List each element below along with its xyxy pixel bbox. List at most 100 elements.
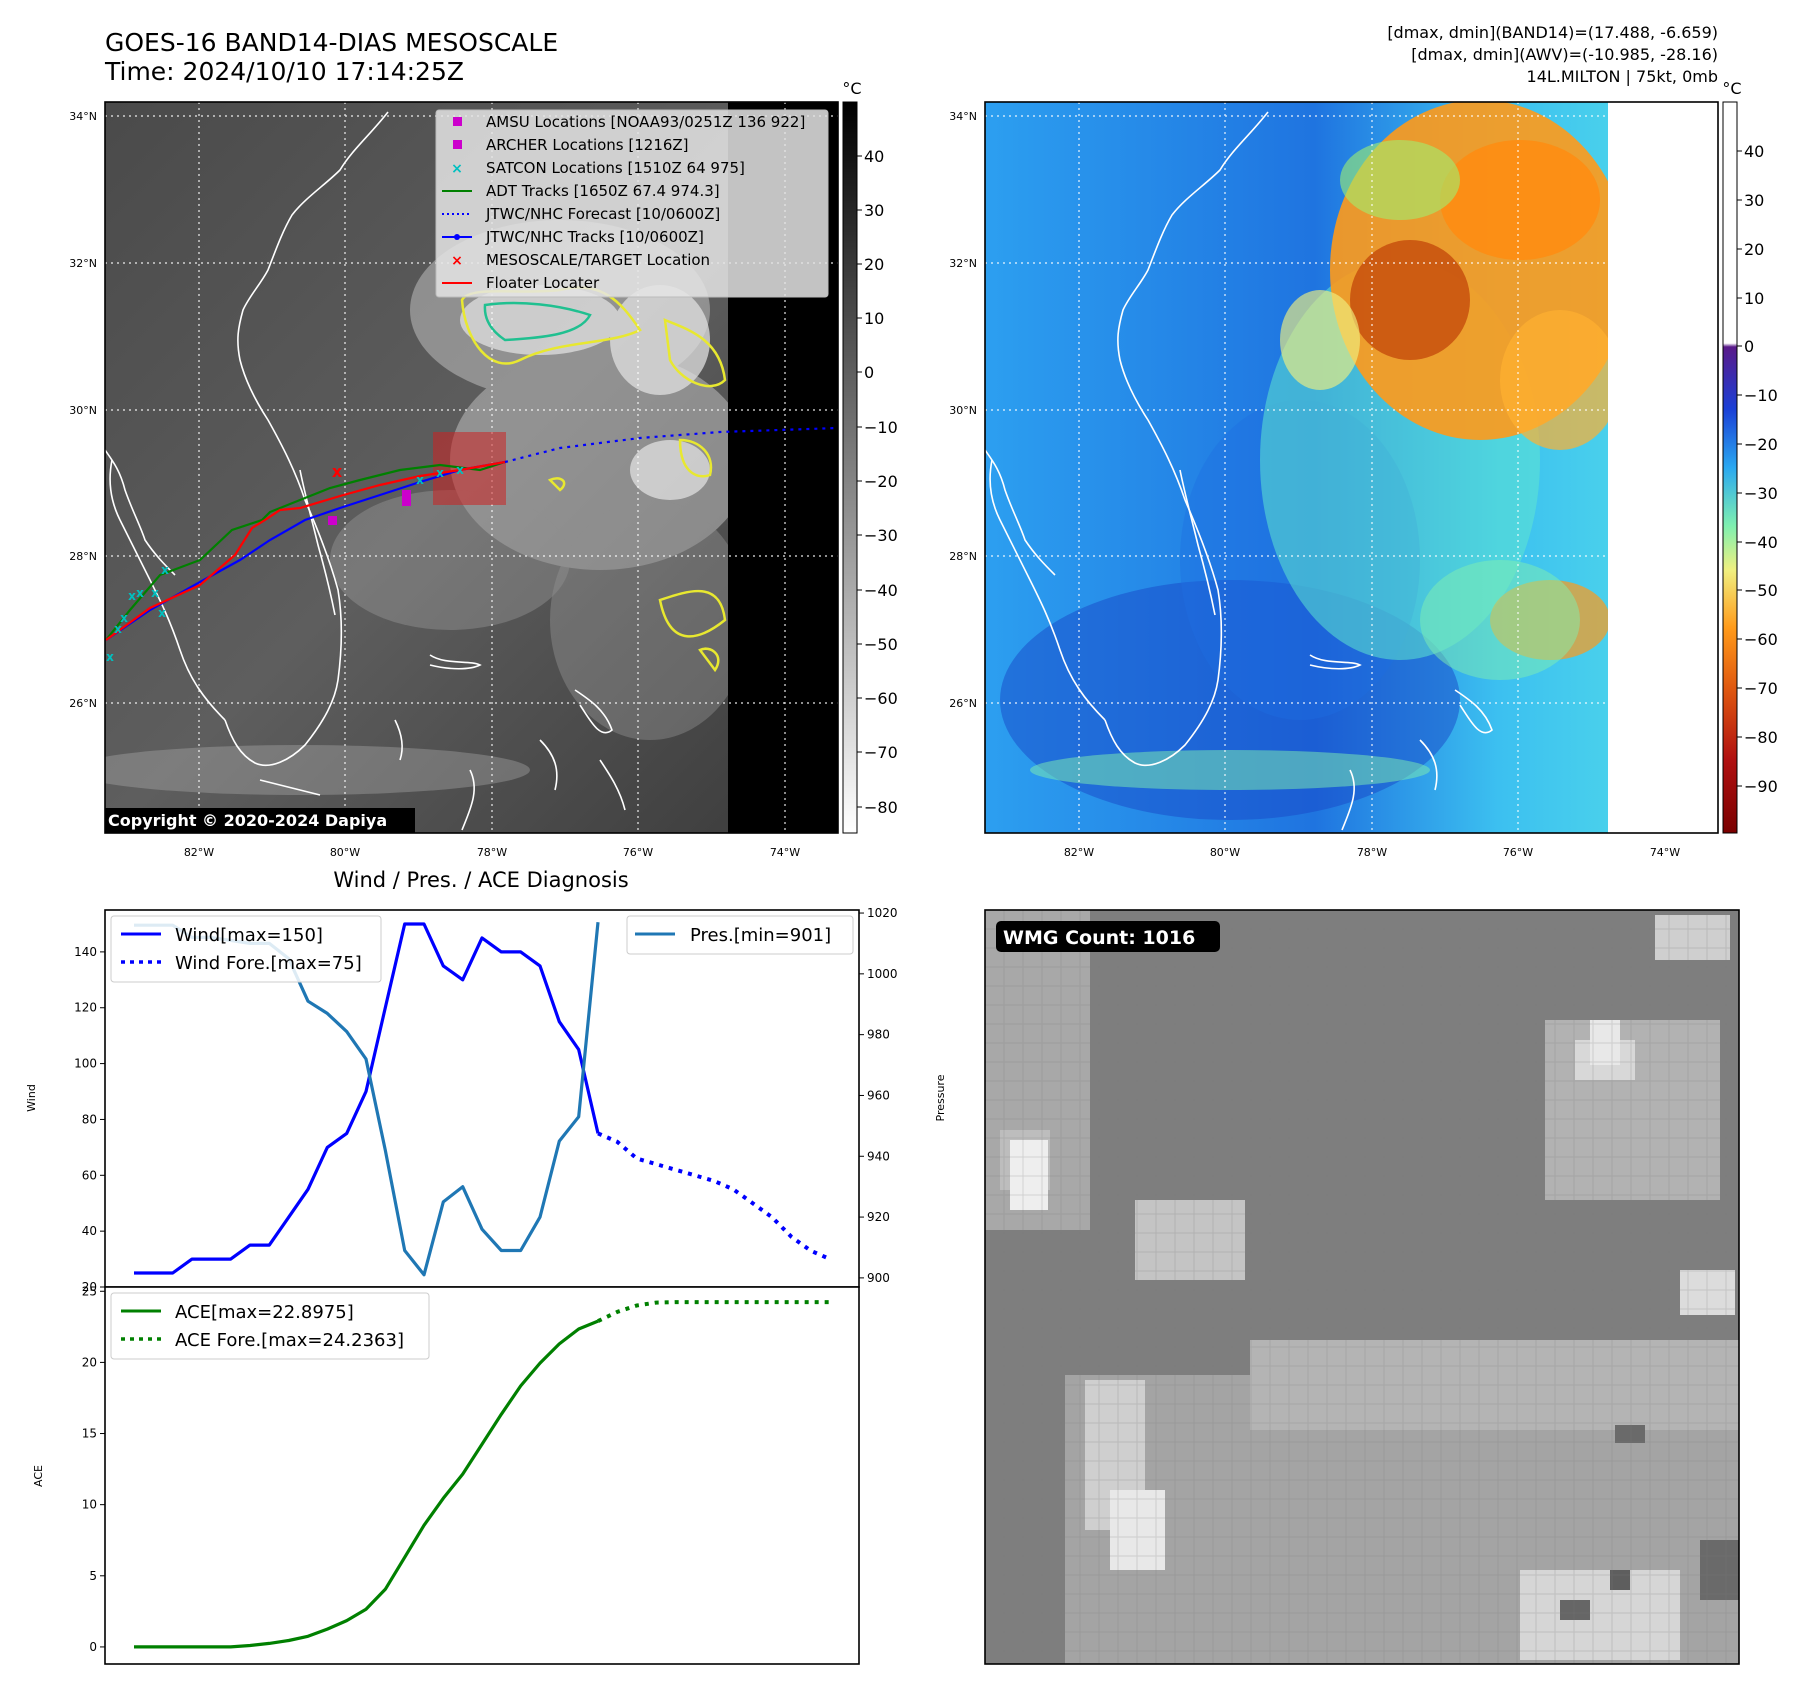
colorbar-tick-label: −30	[864, 526, 898, 545]
lat-label: 30°N	[69, 404, 97, 417]
legend-item: JTWC/NHC Tracks [10/0600Z]	[442, 228, 704, 246]
y2-tick-label: 940	[867, 1149, 890, 1163]
adt-track	[105, 460, 506, 641]
ace-legend-label: ACE[max=22.8975]	[175, 1302, 354, 1323]
lat-label: 28°N	[69, 550, 97, 563]
y2-tick-label: 900	[867, 1271, 890, 1285]
colorbar-tick-label: −50	[1744, 581, 1778, 600]
legend-label: SATCON Locations [1510Z 64 975]	[486, 159, 745, 177]
wv-colorbar-unit: °C	[1722, 79, 1741, 98]
colorbar-tick-label: −60	[864, 689, 898, 708]
figure-title: GOES-16 BAND14-DIAS MESOSCALE	[105, 28, 558, 57]
amsu-archer-markers	[328, 490, 411, 525]
legend-x-marker: ×	[451, 161, 463, 177]
svg-text:x: x	[128, 589, 136, 603]
legend-label: ADT Tracks [1650Z 67.4 974.3]	[486, 182, 720, 200]
series-line-1	[134, 922, 600, 1275]
wind-pressure-chart: 20 40 60 80 100 120 140 900 920 940 960 980 1000 1020…	[25, 906, 947, 1294]
lat-label: 34°N	[949, 110, 977, 123]
legend-item: AMSU Locations [NOAA93/0251Z 136 922]	[453, 113, 805, 131]
legend-item: ADT Tracks [1650Z 67.4 974.3]	[442, 182, 720, 200]
legend-square-marker	[453, 140, 462, 149]
colorbar-tick-label: 0	[1744, 337, 1754, 356]
mesoscale-target-marker: x	[332, 462, 343, 481]
svg-text:x: x	[158, 606, 166, 620]
lon-label: 76°W	[1503, 846, 1533, 859]
copyright-box	[105, 808, 415, 833]
lat-label: 28°N	[949, 550, 977, 563]
ir-map-frame	[104, 101, 839, 834]
y-tick-label: 100	[74, 1057, 97, 1071]
colorbar-tick-label: −20	[864, 472, 898, 491]
ir-colorbar-unit: °C	[842, 79, 861, 98]
colorbar-tick-label: −60	[1744, 630, 1778, 649]
svg-text:x: x	[136, 586, 144, 600]
figure-time: Time: 2024/10/10 17:14:25Z	[104, 57, 464, 86]
storm-tracks	[105, 426, 838, 641]
wind-forecast-legend-label: Wind Fore.[max=75]	[175, 953, 362, 974]
colorbar-tick-label: 0	[864, 363, 874, 382]
y-tick-label: 25	[82, 1284, 97, 1298]
colorbar-tick-label: 40	[1744, 142, 1764, 161]
y-tick-label: 0	[89, 1640, 97, 1654]
colorbar-tick-label: −50	[864, 635, 898, 654]
colorbar-tick-label: −80	[1744, 728, 1778, 747]
legend-label: MESOSCALE/TARGET Location	[486, 251, 710, 269]
y-tick-label: 10	[82, 1498, 97, 1512]
jtwc-forecast	[504, 426, 838, 464]
wv-gridlines	[985, 102, 1718, 833]
pressure-legend-label: Pres.[min=901]	[690, 925, 831, 946]
y-tick-label: 120	[74, 1001, 97, 1015]
lat-label: 34°N	[69, 110, 97, 123]
y-tick-label: 20	[82, 1280, 97, 1294]
ir-coastlines	[105, 111, 626, 831]
colorbar-tick-label: −10	[1744, 386, 1778, 405]
y2-tick-label: 1000	[867, 967, 898, 981]
series-line-2	[597, 1300, 830, 1323]
colorbar-tick-label: 20	[864, 255, 884, 274]
stats-awv: [dmax, dmin](AWV)=(-10.985, -28.16)	[1411, 45, 1718, 64]
legend-item: Floater Locater	[442, 274, 600, 292]
y-tick-label: 60	[82, 1168, 97, 1182]
lon-label: 76°W	[623, 846, 653, 859]
y2-tick-label: 920	[867, 1210, 890, 1224]
ir-colorbar: °C 40 30 20 10 0 −10 −20 −30 −40 −50 −60 −70 −80	[842, 79, 898, 834]
wv-map-frame	[984, 101, 1719, 834]
y-tick-label: 15	[82, 1427, 97, 1441]
lat-label: 26°N	[949, 697, 977, 710]
wind-legend-label: Wind[max=150]	[175, 925, 323, 946]
ace-forecast-legend-label: ACE Fore.[max=24.2363]	[175, 1330, 404, 1351]
colorbar-tick-label: 20	[1744, 240, 1764, 259]
lat-label: 32°N	[949, 257, 977, 270]
legend-item: JTWC/NHC Forecast [10/0600Z]	[442, 205, 720, 223]
svg-text:x: x	[456, 463, 464, 477]
svg-text:x: x	[416, 473, 424, 487]
legend-square-marker	[453, 117, 462, 126]
legend-label: JTWC/NHC Tracks [10/0600Z]	[485, 228, 704, 246]
lon-label: 78°W	[477, 846, 507, 859]
wmg-frame	[984, 909, 1740, 1665]
y2-tick-label: 1020	[867, 906, 898, 920]
ace-legend: ACE[max=22.8975] ACE Fore.[max=24.2363]	[110, 1292, 430, 1360]
wv-moisture-field	[1000, 102, 1630, 820]
colorbar-tick-label: 30	[1744, 191, 1764, 210]
colorbar-tick-label: −10	[864, 418, 898, 437]
svg-text:x: x	[114, 622, 122, 636]
lon-label: 80°W	[1210, 846, 1240, 859]
lat-label: 32°N	[69, 257, 97, 270]
legend-label: Floater Locater	[486, 274, 600, 292]
wv-map-panel	[985, 102, 1718, 833]
y-tick-label: 5	[89, 1569, 97, 1583]
copyright-text: Copyright © 2020-2024 Dapiya	[108, 811, 387, 830]
lat-label: 30°N	[949, 404, 977, 417]
wind-ylabel: Wind	[25, 1084, 38, 1112]
svg-text:x: x	[436, 466, 444, 480]
wv-colorbar: °C 40 30 20 10 0 −10 −20 −30 −40 −50 −60 −70 −80 −90	[1722, 79, 1778, 834]
colorbar-tick-label: 10	[1744, 289, 1764, 308]
wv-no-data-strip	[1608, 102, 1718, 833]
storm-info: 14L.MILTON | 75kt, 0mb	[1527, 67, 1718, 86]
colorbar-tick-label: −30	[1744, 484, 1778, 503]
colorbar-tick-label: −90	[1744, 777, 1778, 796]
legend-label: ARCHER Locations [1216Z]	[486, 136, 689, 154]
